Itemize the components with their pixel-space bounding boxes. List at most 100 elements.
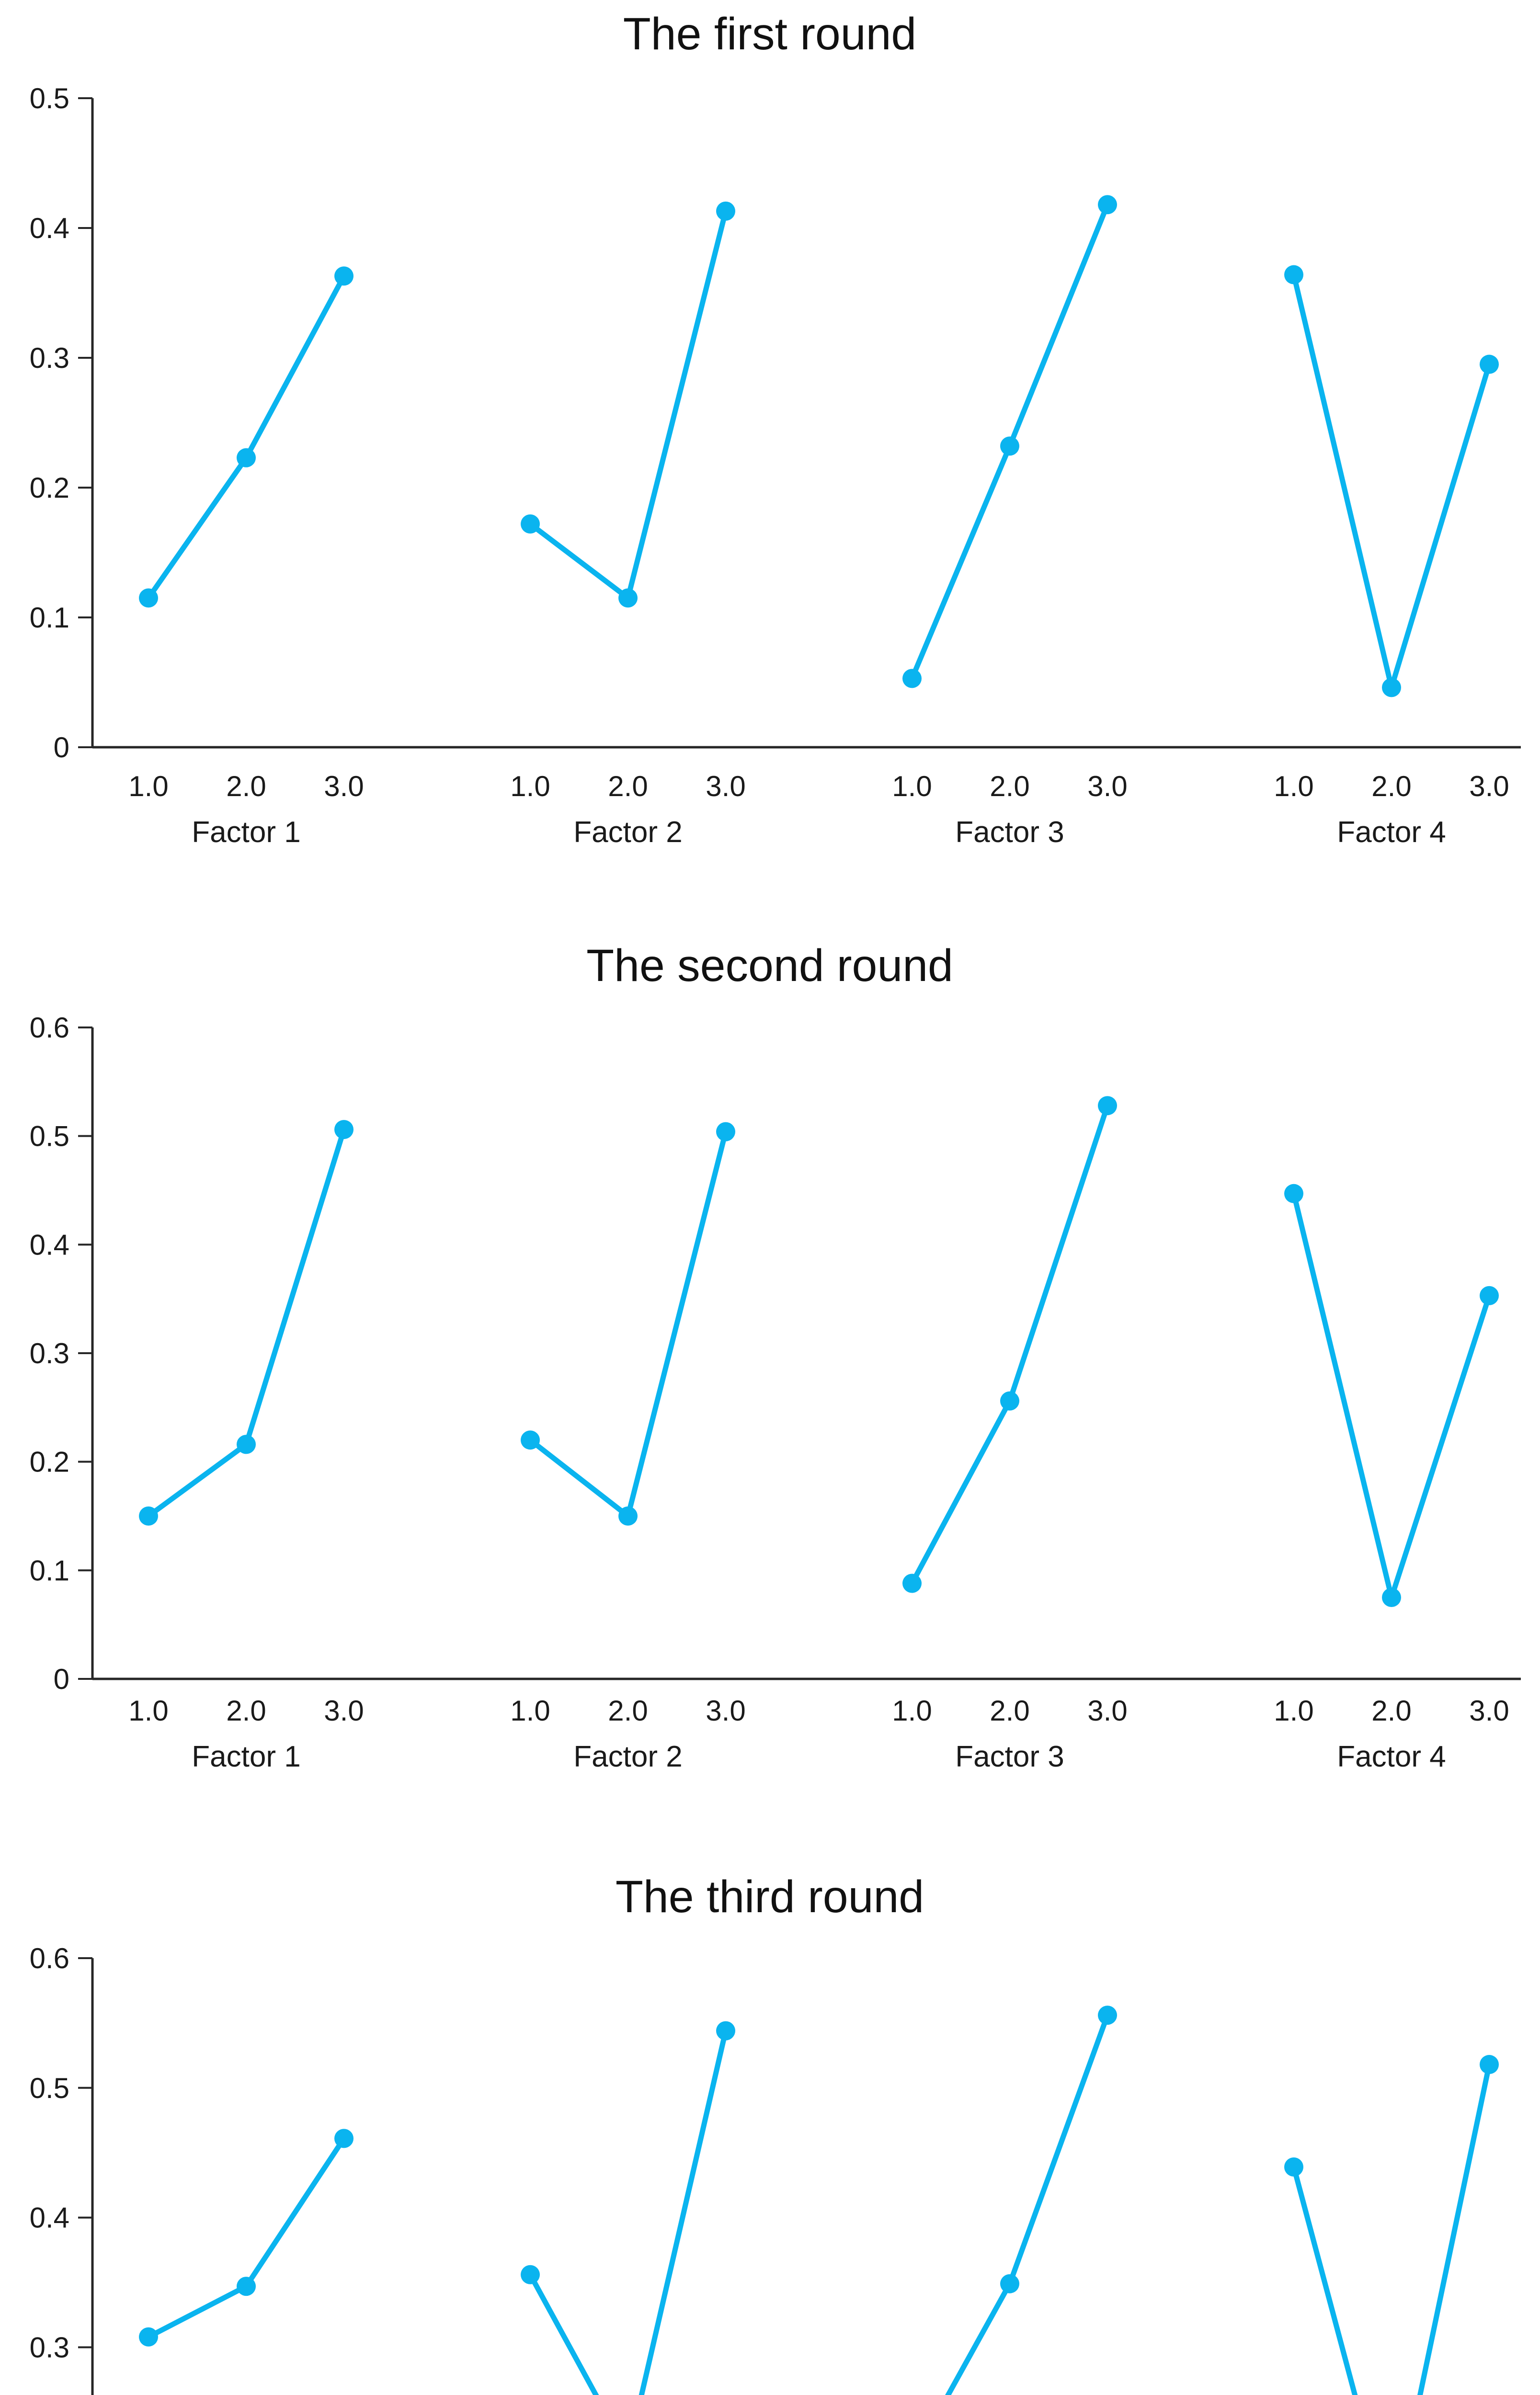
factor-axis-label: Factor 4 <box>1337 816 1446 849</box>
data-point <box>1000 1391 1019 1411</box>
x-tick-label: 1.0 <box>1274 770 1313 802</box>
data-point <box>521 1430 540 1450</box>
series-line <box>527 2028 729 2395</box>
x-tick-label: 1.0 <box>128 1695 168 1727</box>
y-tick-label: 0.2 <box>30 472 69 504</box>
data-point <box>902 1574 922 1593</box>
subplot-1-title: The first round <box>623 9 917 59</box>
data-point <box>521 514 540 534</box>
subplot-3-title: The third round <box>616 1871 924 1922</box>
series-line <box>945 2012 1110 2395</box>
series-line <box>146 2135 347 2340</box>
factor-axis-label: Factor 1 <box>192 1740 300 1773</box>
factor-axis-label: Factor 2 <box>573 1740 682 1773</box>
data-point <box>139 588 158 608</box>
x-tick-label: 2.0 <box>990 1695 1029 1727</box>
y-tick-label: 0.4 <box>30 212 69 244</box>
data-point <box>1098 2006 1117 2025</box>
x-tick-label: 2.0 <box>1371 1695 1411 1727</box>
x-tick-label: 1.0 <box>128 770 168 802</box>
y-tick-label: 0.1 <box>30 1554 69 1586</box>
x-tick-label: 1.0 <box>892 770 932 802</box>
data-point <box>716 2021 735 2041</box>
series-line <box>1291 2062 1492 2395</box>
y-tick-label: 0.1 <box>30 602 69 634</box>
subplot-1-plot: 0 0.1 0.2 0.3 0.4 0.5 1.0 2.0 3.0 Factor 1 1.0 2.0 3… <box>30 82 1521 849</box>
x-tick-label: 1.0 <box>1274 1695 1313 1727</box>
factor-axis-label: Factor 2 <box>573 816 682 849</box>
x-tick-label: 3.0 <box>1087 770 1127 802</box>
factor-axis-label: Factor 3 <box>955 1740 1064 1773</box>
data-point <box>1382 678 1401 697</box>
y-tick-label: 0.3 <box>30 2331 69 2363</box>
data-point <box>1000 436 1019 456</box>
data-point <box>139 1506 158 1526</box>
x-tick-label: 2.0 <box>1371 770 1411 802</box>
data-point <box>1480 354 1499 374</box>
x-tick-label: 2.0 <box>608 1695 648 1727</box>
subplot-2-title: The second round <box>586 940 953 991</box>
y-tick-label: 0.2 <box>30 1446 69 1478</box>
data-point <box>1480 1286 1499 1305</box>
series-line <box>527 208 729 601</box>
data-point <box>716 201 735 221</box>
subplot-2-plot: 0 0.1 0.2 0.3 0.4 0.5 0.6 1.0 2.0 3.0 Factor 1 1.0 2… <box>30 1012 1521 1773</box>
series-line <box>146 273 347 601</box>
x-tick-label: 1.0 <box>510 770 550 802</box>
y-tick-label: 0.6 <box>30 1942 69 1974</box>
series-line <box>909 1103 1110 1586</box>
data-point <box>334 1120 354 1140</box>
y-tick-label: 0.4 <box>30 2202 69 2234</box>
x-tick-label: 2.0 <box>226 770 266 802</box>
y-tick-label: 0.5 <box>30 1120 69 1152</box>
data-point <box>521 2265 540 2284</box>
data-point <box>1382 1588 1401 1607</box>
x-tick-label: 3.0 <box>1469 1695 1509 1727</box>
data-point <box>139 2327 158 2347</box>
series-line <box>146 1127 347 1519</box>
data-point <box>1284 2157 1303 2177</box>
x-tick-label: 2.0 <box>608 770 648 802</box>
data-point <box>237 1435 256 1454</box>
y-tick-label: 0.3 <box>30 1337 69 1369</box>
data-point <box>1000 2274 1019 2293</box>
data-point <box>334 266 354 286</box>
data-point <box>1098 1096 1117 1116</box>
x-tick-label: 3.0 <box>1469 770 1509 802</box>
x-tick-label: 2.0 <box>226 1695 266 1727</box>
data-point <box>618 1506 638 1526</box>
factor-axis-label: Factor 3 <box>955 816 1064 849</box>
data-point <box>237 448 256 468</box>
series-line <box>1291 272 1492 690</box>
data-point <box>237 2277 256 2296</box>
data-point <box>716 1122 735 1141</box>
y-tick-label: 0 <box>54 731 69 764</box>
y-tick-label: 0.5 <box>30 2072 69 2104</box>
x-tick-label: 1.0 <box>892 1695 932 1727</box>
y-tick-label: 0 <box>54 1663 69 1695</box>
y-tick-label: 0.6 <box>30 1012 69 1044</box>
y-tick-label: 0.3 <box>30 342 69 374</box>
x-tick-label: 3.0 <box>1087 1695 1127 1727</box>
factor-axis-label: Factor 1 <box>192 816 300 849</box>
data-point <box>1098 195 1117 215</box>
x-tick-label: 3.0 <box>324 1695 364 1727</box>
data-point <box>618 588 638 608</box>
factor-axis-label: Factor 4 <box>1337 1740 1446 1773</box>
series-line <box>1291 1191 1492 1600</box>
x-tick-label: 3.0 <box>706 770 745 802</box>
series-line <box>527 1129 729 1519</box>
data-point <box>1284 1184 1303 1203</box>
y-tick-label: 0.5 <box>30 82 69 114</box>
x-tick-label: 1.0 <box>510 1695 550 1727</box>
data-point <box>1480 2055 1499 2075</box>
x-tick-label: 3.0 <box>324 770 364 802</box>
y-tick-label: 0.4 <box>30 1229 69 1261</box>
x-tick-label: 2.0 <box>990 770 1029 802</box>
data-point <box>902 669 922 688</box>
x-tick-label: 3.0 <box>706 1695 745 1727</box>
data-point <box>1284 265 1303 285</box>
